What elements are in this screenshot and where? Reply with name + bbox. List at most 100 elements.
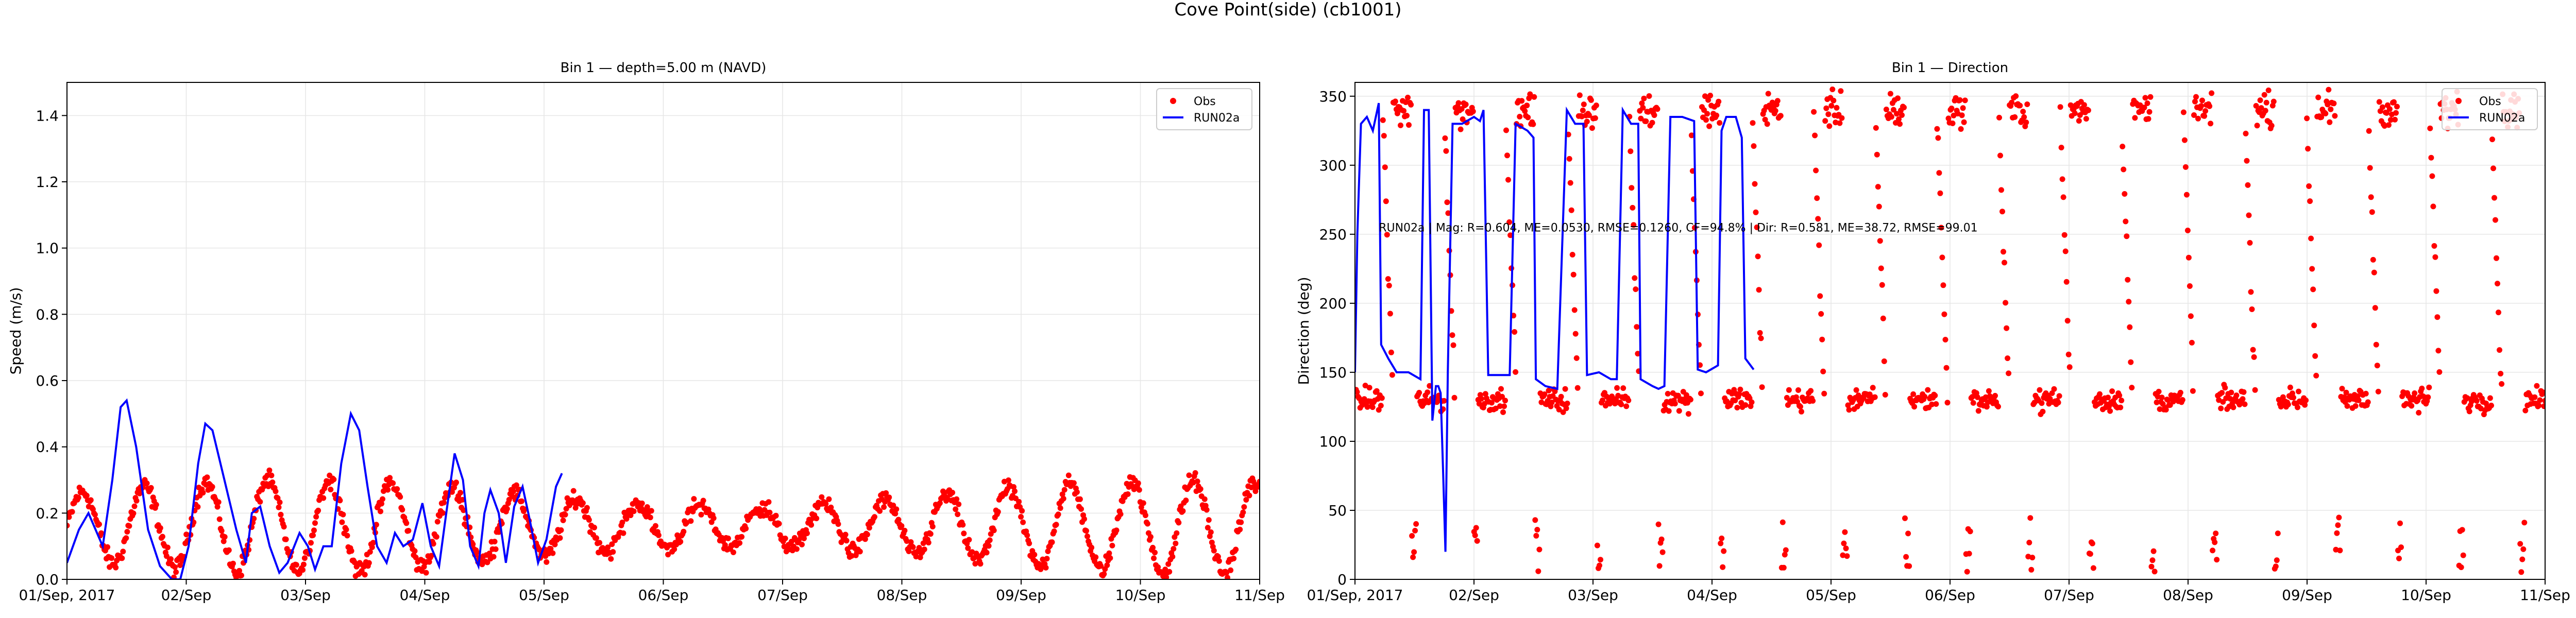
legend-model-label: RUN02a xyxy=(1194,112,1240,125)
obs-point xyxy=(1881,358,1887,364)
obs-point xyxy=(2306,183,2312,189)
obs-point xyxy=(1173,540,1179,546)
obs-point xyxy=(1838,88,1844,94)
obs-point xyxy=(299,567,306,573)
obs-point xyxy=(2149,557,2156,563)
obs-point xyxy=(159,534,165,540)
obs-point xyxy=(1584,118,1590,125)
obs-point xyxy=(1369,404,1376,410)
obs-point xyxy=(218,528,225,534)
obs-point xyxy=(1473,525,1479,531)
obs-point xyxy=(929,524,936,529)
obs-point xyxy=(782,536,788,541)
obs-point xyxy=(1089,544,1095,551)
obs-point xyxy=(2253,103,2259,109)
obs-point xyxy=(570,488,577,494)
obs-point xyxy=(153,502,159,508)
obs-point xyxy=(440,500,447,506)
obs-point xyxy=(2212,539,2218,545)
obs-point xyxy=(2397,520,2403,526)
obs-point xyxy=(1855,392,1861,399)
obs-point xyxy=(609,541,615,547)
obs-point xyxy=(2483,400,2489,406)
obs-point xyxy=(960,522,966,528)
obs-point xyxy=(1704,111,1710,117)
obs-point xyxy=(1150,544,1156,551)
obs-point xyxy=(1194,478,1200,485)
obs-point xyxy=(2371,269,2377,276)
obs-point xyxy=(1945,115,1952,122)
obs-point xyxy=(1525,114,1531,121)
obs-point xyxy=(2290,390,2295,397)
obs-point xyxy=(394,486,400,492)
obs-point xyxy=(2220,399,2226,405)
obs-point xyxy=(619,519,625,525)
obs-point xyxy=(2336,514,2342,521)
obs-point xyxy=(2058,145,2064,150)
obs-point xyxy=(413,554,419,560)
obs-point xyxy=(1392,98,1398,105)
obs-point xyxy=(1614,385,1620,391)
obs-point xyxy=(2023,119,2029,126)
obs-point xyxy=(1140,500,1146,506)
x-tick-label: 02/Sep xyxy=(1449,587,1499,604)
obs-point xyxy=(490,554,497,560)
obs-point xyxy=(864,531,870,538)
obs-point xyxy=(109,555,115,561)
plot-area xyxy=(1355,87,2545,575)
obs-point xyxy=(1819,336,1825,342)
obs-point xyxy=(1959,112,1965,118)
obs-point xyxy=(397,494,403,500)
obs-point xyxy=(1215,554,1221,560)
obs-point xyxy=(2363,390,2369,397)
obs-point xyxy=(1839,115,1845,121)
obs-point xyxy=(1055,511,1061,518)
obs-point xyxy=(819,494,825,500)
obs-point xyxy=(2185,254,2192,261)
obs-point xyxy=(743,525,749,531)
obs-point xyxy=(910,544,916,550)
obs-point xyxy=(2268,123,2275,129)
obs-point xyxy=(1938,225,1944,231)
obs-point xyxy=(2331,100,2337,107)
obs-point xyxy=(2065,351,2072,357)
obs-point xyxy=(1769,99,1775,106)
obs-point xyxy=(1687,397,1693,403)
obs-point xyxy=(1206,517,1212,523)
obs-point xyxy=(2117,404,2124,410)
obs-point xyxy=(548,546,554,552)
obs-point xyxy=(1231,556,1237,561)
obs-point xyxy=(655,532,662,538)
obs-point xyxy=(2124,233,2130,239)
obs-point xyxy=(991,527,997,534)
obs-point xyxy=(2305,146,2311,152)
obs-point xyxy=(1742,402,1749,408)
obs-point xyxy=(2375,388,2381,394)
obs-point xyxy=(1044,556,1050,562)
obs-point xyxy=(564,495,570,501)
obs-point xyxy=(1533,533,1539,539)
obs-point xyxy=(1412,527,1418,534)
obs-point xyxy=(2387,117,2394,123)
obs-point xyxy=(2097,391,2103,397)
obs-point xyxy=(605,544,611,551)
obs-point xyxy=(1939,254,1945,261)
obs-point xyxy=(1846,407,1852,413)
speed-panel: Bin 1 — depth=5.00 m (NAVD) Speed (m/s) 01… xyxy=(7,60,1285,604)
obs-point xyxy=(2376,99,2382,105)
obs-point xyxy=(2343,389,2349,396)
obs-point xyxy=(1957,97,1963,103)
x-tick-label: 04/Sep xyxy=(1687,587,1737,604)
obs-point xyxy=(2522,407,2529,414)
obs-point xyxy=(2304,115,2310,122)
obs-point xyxy=(328,487,334,492)
obs-point xyxy=(1974,394,1980,400)
obs-point xyxy=(1870,385,1876,391)
obs-point xyxy=(1698,390,1704,397)
x-tick-label: 02/Sep xyxy=(161,587,212,604)
obs-point xyxy=(877,508,883,514)
x-tick-label: 05/Sep xyxy=(519,587,569,604)
obs-point xyxy=(2327,119,2333,125)
obs-point xyxy=(1163,574,1170,579)
obs-point xyxy=(1901,105,1907,111)
